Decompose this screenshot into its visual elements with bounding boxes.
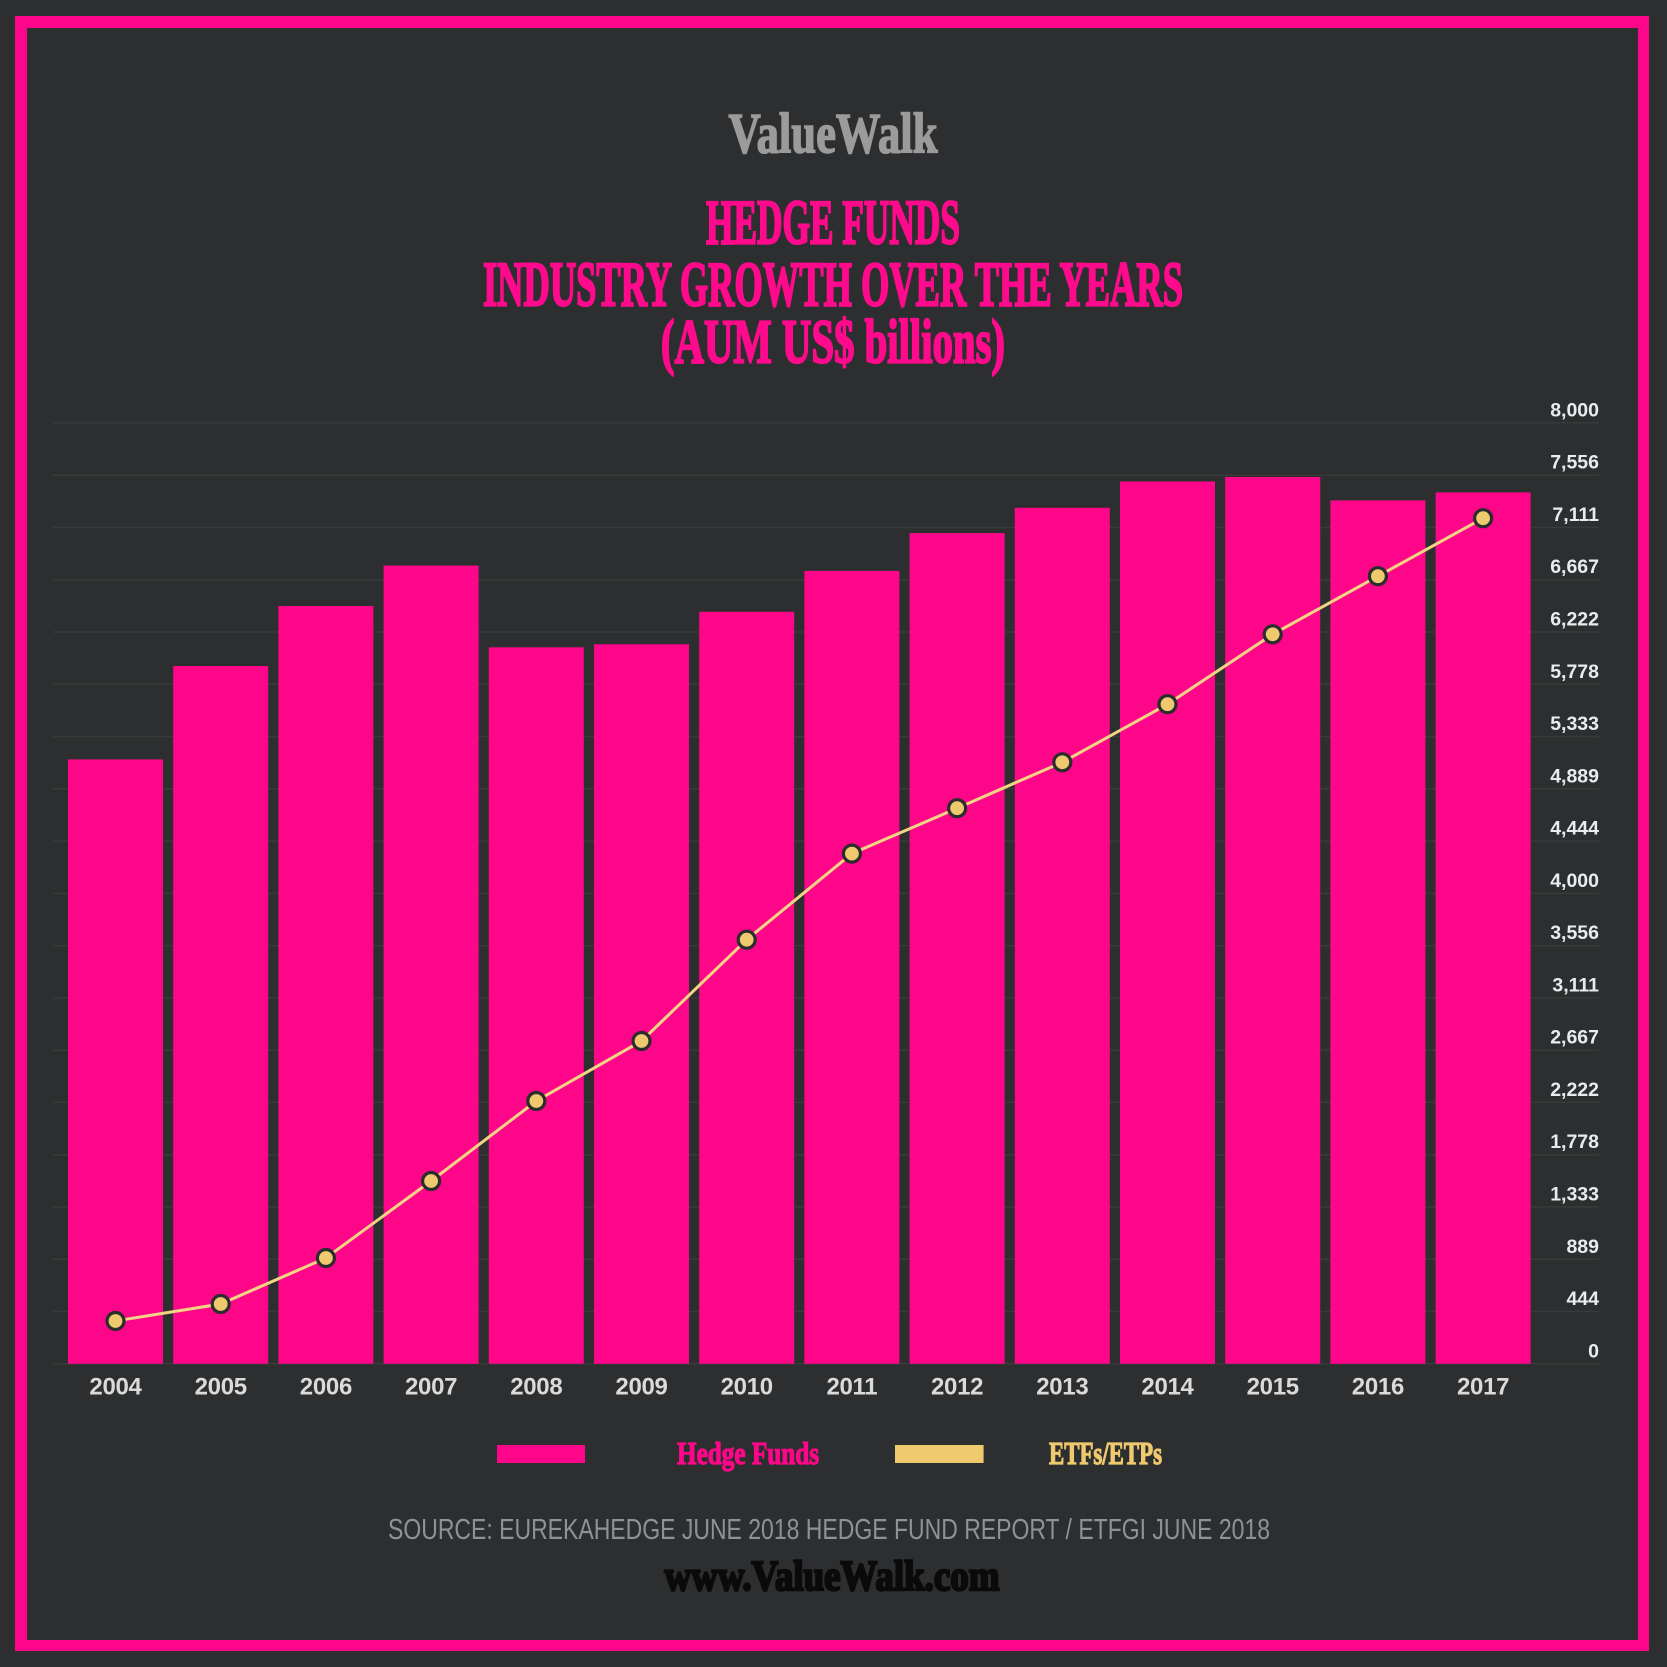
svg-text:2015: 2015 xyxy=(1247,1374,1299,1401)
svg-text:7,556: 7,556 xyxy=(1550,452,1599,474)
svg-text:2011: 2011 xyxy=(826,1374,877,1401)
svg-text:444: 444 xyxy=(1566,1288,1599,1310)
svg-text:(AUM US$ billions): (AUM US$ billions) xyxy=(661,309,1005,377)
svg-text:2004: 2004 xyxy=(89,1374,142,1401)
svg-text:2009: 2009 xyxy=(615,1374,667,1401)
svg-text:1,333: 1,333 xyxy=(1550,1184,1599,1206)
svg-text:8,000: 8,000 xyxy=(1550,399,1599,421)
svg-text:3,556: 3,556 xyxy=(1550,922,1599,944)
svg-text:Hedge Funds: Hedge Funds xyxy=(677,1435,819,1471)
svg-text:2012: 2012 xyxy=(931,1374,983,1401)
svg-text:2008: 2008 xyxy=(510,1374,562,1401)
svg-text:ETFs/ETPs: ETFs/ETPs xyxy=(1049,1435,1162,1471)
svg-text:1,778: 1,778 xyxy=(1550,1131,1599,1153)
svg-text:2016: 2016 xyxy=(1352,1374,1404,1401)
svg-text:5,333: 5,333 xyxy=(1550,713,1599,735)
svg-text:6,222: 6,222 xyxy=(1550,609,1599,631)
svg-text:6,667: 6,667 xyxy=(1550,556,1599,578)
svg-text:SOURCE: EUREKAHEDGE JUNE 2018: SOURCE: EUREKAHEDGE JUNE 2018 HEDGE FUND… xyxy=(388,1514,1270,1546)
svg-text:2014: 2014 xyxy=(1141,1374,1194,1401)
svg-text:INDUSTRY GROWTH OVER THE YEARS: INDUSTRY GROWTH OVER THE YEARS xyxy=(483,249,1183,319)
svg-text:2010: 2010 xyxy=(721,1374,773,1401)
svg-text:889: 889 xyxy=(1566,1236,1599,1258)
svg-text:2,667: 2,667 xyxy=(1550,1027,1599,1049)
svg-text:7,111: 7,111 xyxy=(1552,504,1599,526)
svg-text:2017: 2017 xyxy=(1457,1374,1509,1401)
svg-text:0: 0 xyxy=(1588,1340,1599,1362)
svg-text:4,444: 4,444 xyxy=(1550,818,1599,840)
svg-text:2013: 2013 xyxy=(1036,1374,1088,1401)
svg-text:2006: 2006 xyxy=(300,1374,352,1401)
svg-text:4,000: 4,000 xyxy=(1550,870,1599,892)
svg-text:3,111: 3,111 xyxy=(1552,974,1599,996)
svg-text:2007: 2007 xyxy=(405,1374,457,1401)
svg-text:ValueWalk: ValueWalk xyxy=(729,103,938,166)
svg-text:2,222: 2,222 xyxy=(1550,1079,1599,1101)
svg-text:HEDGE FUNDS: HEDGE FUNDS xyxy=(706,188,960,258)
svg-text:2005: 2005 xyxy=(195,1374,247,1401)
svg-text:5,778: 5,778 xyxy=(1550,661,1599,683)
svg-text:4,889: 4,889 xyxy=(1550,765,1599,787)
svg-text:www.ValueWalk.com: www.ValueWalk.com xyxy=(665,1554,1000,1600)
